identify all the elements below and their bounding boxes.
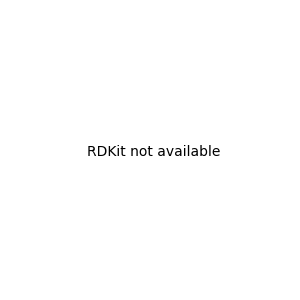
Text: RDKit not available: RDKit not available — [87, 145, 220, 158]
